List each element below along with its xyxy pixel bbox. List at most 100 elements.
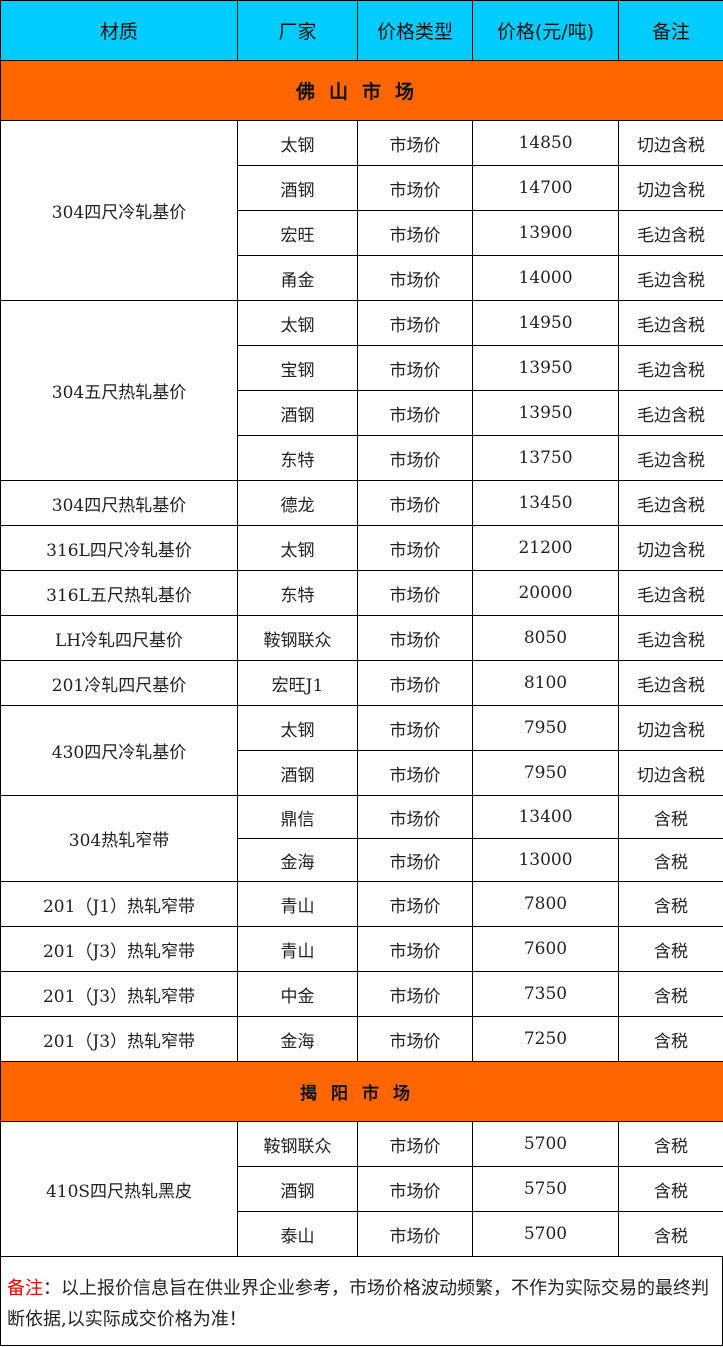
- manufacturer-cell: 太钢: [237, 120, 358, 166]
- note-text: ：以上报价信息旨在供业界企业参考，市场价格波动频繁，不作为实际交易的最终判断依据…: [7, 1278, 709, 1330]
- price-cell: 5700: [472, 1211, 619, 1257]
- price-cell: 7250: [472, 1016, 619, 1062]
- manufacturer-cell: 宏旺: [237, 210, 358, 256]
- table-row: 304热轧窄带 鼎信 市场价 13400 含税: [0, 795, 723, 882]
- price-type-cell: 市场价: [357, 1211, 473, 1257]
- manufacturer-cell: 鞍钢联众: [237, 1121, 358, 1167]
- price-type-cell: 市场价: [357, 881, 473, 927]
- table-row: 316L五尺热轧基价 东特 市场价 20000 毛边含税: [0, 570, 723, 616]
- price-type-cell: 市场价: [357, 300, 473, 346]
- material-cell: 304四尺热轧基价: [0, 480, 238, 526]
- manufacturer-cell: 金海: [237, 1016, 358, 1062]
- table-row: 东特 市场价 13750 毛边含税: [1, 435, 723, 481]
- price-type-cell: 市场价: [357, 255, 473, 301]
- material-cell: 201（J3）热轧窄带: [0, 1016, 238, 1062]
- table-row: LH冷轧四尺基价 鞍钢联众 市场价 8050 毛边含税: [0, 615, 723, 661]
- table-row: 316L四尺冷轧基价 太钢 市场价 21200 切边含税: [0, 525, 723, 571]
- price-cell: 13750: [472, 435, 619, 481]
- header-remark: 备注: [618, 0, 723, 61]
- price-type-cell: 市场价: [357, 1121, 473, 1167]
- remark-cell: 切边含税: [618, 525, 723, 571]
- manufacturer-cell: 泰山: [237, 1211, 358, 1257]
- table-row: 宏旺 市场价 13900 毛边含税: [1, 210, 723, 256]
- material-cell: 410S四尺热轧黑皮: [0, 1121, 238, 1257]
- material-cell: 430四尺冷轧基价: [0, 705, 238, 796]
- manufacturer-cell: 青山: [237, 881, 358, 927]
- remark-cell: 含税: [618, 1016, 723, 1062]
- price-type-cell: 市场价: [357, 570, 473, 616]
- manufacturer-cell: 太钢: [237, 300, 358, 346]
- material-cell: 316L五尺热轧基价: [0, 570, 238, 616]
- material-cell: 201（J1）热轧窄带: [0, 881, 238, 927]
- table-row: 酒钢 市场价 14700 切边含税: [1, 165, 723, 211]
- table-row: 201（J3）热轧窄带 金海 市场价 7250 含税: [0, 1016, 723, 1062]
- remark-cell: 毛边含税: [618, 210, 723, 256]
- manufacturer-cell: 德龙: [237, 480, 358, 526]
- material-cell: 304五尺热轧基价: [0, 300, 238, 481]
- price-type-cell: 市场价: [357, 210, 473, 256]
- table-row: 201（J3）热轧窄带 中金 市场价 7350 含税: [0, 971, 723, 1017]
- price-type-cell: 市场价: [357, 120, 473, 166]
- price-cell: 14950: [472, 300, 619, 346]
- price-cell: 20000: [472, 570, 619, 616]
- table-row: 201（J1）热轧窄带 青山 市场价 7800 含税: [0, 881, 723, 927]
- table-row: 304四尺冷轧基价 太钢 市场价 14850 切边含税: [0, 120, 723, 301]
- manufacturer-cell: 东特: [237, 570, 358, 616]
- manufacturer-cell: 鼎信: [237, 795, 358, 839]
- remark-cell: 毛边含税: [618, 570, 723, 616]
- price-cell: 13000: [472, 838, 619, 882]
- price-type-cell: 市场价: [357, 525, 473, 571]
- remark-cell: 切边含税: [618, 165, 723, 211]
- note-label: 备注: [7, 1278, 43, 1299]
- price-cell: 7950: [472, 750, 619, 796]
- section-title: 佛山市场: [0, 60, 723, 121]
- remark-cell: 切边含税: [618, 750, 723, 796]
- price-type-cell: 市场价: [357, 165, 473, 211]
- table-row: 甬金 市场价 14000 毛边含税: [1, 255, 723, 301]
- manufacturer-cell: 金海: [237, 838, 358, 882]
- price-type-cell: 市场价: [357, 838, 473, 882]
- price-type-cell: 市场价: [357, 1166, 473, 1212]
- manufacturer-cell: 太钢: [237, 525, 358, 571]
- price-cell: 13950: [472, 390, 619, 436]
- remark-cell: 含税: [618, 881, 723, 927]
- price-type-cell: 市场价: [357, 971, 473, 1017]
- table-row: 304五尺热轧基价 太钢 市场价 14950 毛边含税: [0, 300, 723, 481]
- manufacturer-cell: 宝钢: [237, 345, 358, 391]
- table-row: 201（J3）热轧窄带 青山 市场价 7600 含税: [0, 926, 723, 972]
- remark-cell: 含税: [618, 971, 723, 1017]
- price-cell: 8100: [472, 660, 619, 706]
- price-type-cell: 市场价: [357, 480, 473, 526]
- manufacturer-cell: 酒钢: [237, 165, 358, 211]
- price-cell: 5700: [472, 1121, 619, 1167]
- remark-cell: 毛边含税: [618, 390, 723, 436]
- remark-cell: 含税: [618, 795, 723, 839]
- remark-cell: 含税: [618, 838, 723, 882]
- remark-cell: 含税: [618, 926, 723, 972]
- price-type-cell: 市场价: [357, 795, 473, 839]
- manufacturer-cell: 中金: [237, 971, 358, 1017]
- manufacturer-cell: 东特: [237, 435, 358, 481]
- section-header-row: 佛山市场: [0, 60, 723, 121]
- price-table: 材质 厂家 价格类型 价格(元/吨) 备注 佛山市场 304四尺冷轧基价 太钢 市场价…: [0, 0, 723, 1257]
- manufacturer-cell: 宏旺J1: [237, 660, 358, 706]
- price-cell: 13400: [472, 795, 619, 839]
- price-type-cell: 市场价: [357, 1016, 473, 1062]
- remark-cell: 含税: [618, 1121, 723, 1167]
- price-cell: 5750: [472, 1166, 619, 1212]
- remark-cell: 切边含税: [618, 120, 723, 166]
- price-type-cell: 市场价: [357, 390, 473, 436]
- price-type-cell: 市场价: [357, 615, 473, 661]
- header-material: 材质: [0, 0, 238, 61]
- price-type-cell: 市场价: [357, 660, 473, 706]
- manufacturer-cell: 酒钢: [237, 1166, 358, 1212]
- manufacturer-cell: 甬金: [237, 255, 358, 301]
- manufacturer-cell: 太钢: [237, 705, 358, 751]
- section-title: 揭阳市场: [0, 1061, 723, 1122]
- remark-cell: 毛边含税: [618, 300, 723, 346]
- header-manufacturer: 厂家: [237, 0, 358, 61]
- table-row: 304四尺热轧基价 德龙 市场价 13450 毛边含税: [0, 480, 723, 526]
- price-cell: 8050: [472, 615, 619, 661]
- remark-cell: 毛边含税: [618, 435, 723, 481]
- price-type-cell: 市场价: [357, 705, 473, 751]
